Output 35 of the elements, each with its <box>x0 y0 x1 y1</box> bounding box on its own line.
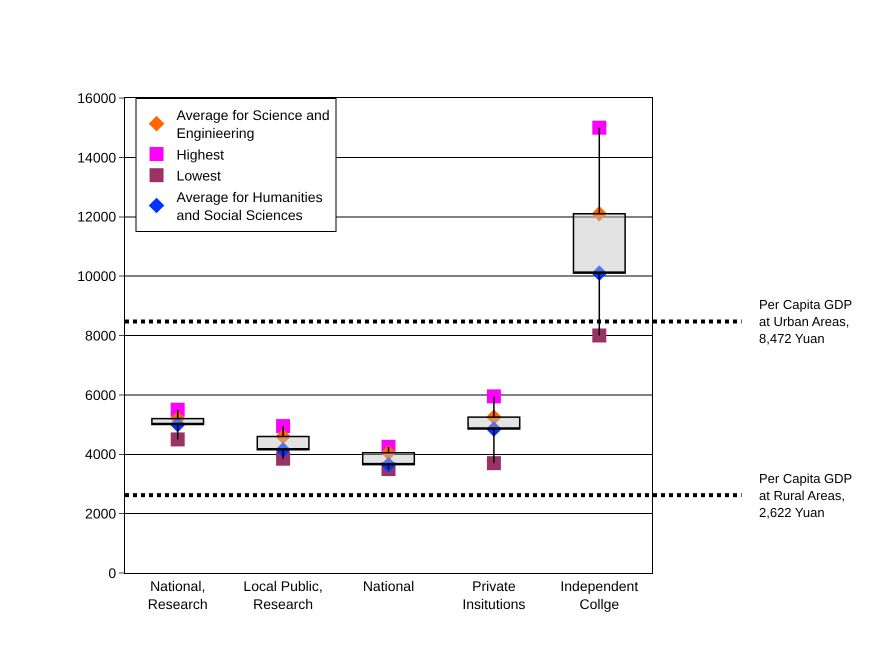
point <box>486 409 502 425</box>
x-tick-label: Local Public, Research <box>243 578 323 612</box>
ref-line-label: Per Capita GDP at Urban Areas, 8,472 Yuan <box>759 297 852 346</box>
y-tick-label: 6000 <box>85 386 116 403</box>
point <box>275 442 291 458</box>
legend-label: Highest <box>176 146 224 162</box>
x-tick-label: National, Research <box>148 578 208 612</box>
y-tick-label: 10000 <box>77 268 116 284</box>
point <box>486 456 501 470</box>
ref-line-label: Per Capita GDP at Rural Areas, 2,622 Yuan <box>759 471 852 520</box>
x-tick-label: Private Insitutions <box>462 578 526 612</box>
point <box>486 389 501 404</box>
x-tick-label: National <box>362 578 414 594</box>
legend-label: Lowest <box>176 168 222 184</box>
point <box>170 416 186 432</box>
y-tick-label: 8000 <box>85 327 116 344</box>
point <box>592 328 606 342</box>
y-tick-label: 12000 <box>77 208 116 225</box>
point <box>592 206 608 222</box>
y-tick-label: 14000 <box>77 149 116 166</box>
point <box>486 421 502 437</box>
y-tick-label: 4000 <box>85 446 116 462</box>
point <box>592 120 606 135</box>
point <box>380 456 396 472</box>
point <box>592 265 608 281</box>
point <box>276 419 290 434</box>
y-tick-label: 0 <box>108 564 116 581</box>
point <box>275 428 291 444</box>
legend-label: Average for Humanities and Social Sciences <box>176 188 323 224</box>
y-tick-label: 2000 <box>85 506 116 522</box>
y-tick-label: 16000 <box>77 90 116 106</box>
legend-label: Average for Science and Enginieering <box>176 107 330 142</box>
x-tick-label: Independent Collge <box>560 578 638 612</box>
point <box>380 444 396 461</box>
point <box>170 432 185 446</box>
